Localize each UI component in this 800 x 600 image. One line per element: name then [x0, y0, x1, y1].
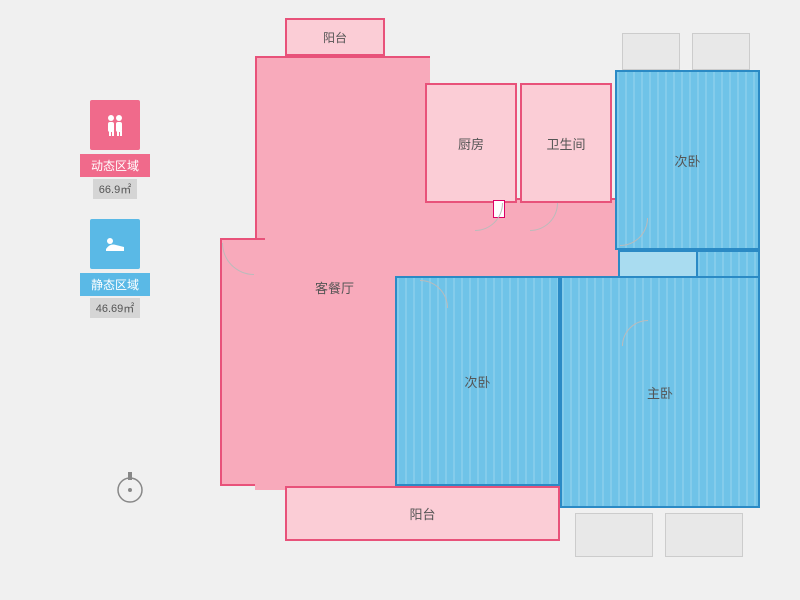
legend-static-label: 静态区域 [80, 273, 150, 296]
window-top-1 [622, 33, 680, 70]
room-master: 主卧 [560, 276, 760, 508]
rest-icon [90, 219, 140, 269]
legend-dynamic-value: 66.9㎡ [93, 179, 137, 199]
compass-icon [115, 470, 145, 500]
room-bath1: 卫生间 [520, 83, 612, 203]
room-living-mid [425, 198, 620, 278]
legend-panel: 动态区域 66.9㎡ 静态区域 46.69㎡ [80, 100, 150, 338]
room-living-ext [220, 238, 265, 486]
room-label: 阳台 [323, 29, 347, 46]
people-icon [90, 100, 140, 150]
room-balcony-top: 阳台 [285, 18, 385, 56]
room-label: 阳台 [409, 504, 435, 523]
room-balcony-bottom: 阳台 [285, 486, 560, 541]
floorplan: 阳台 客餐厅 厨房 卫生间 次卧 卫生间 次卧 主卧 阳台 [220, 18, 780, 578]
legend-dynamic-label: 动态区域 [80, 154, 150, 177]
legend-static: 静态区域 46.69㎡ [80, 219, 150, 318]
room-label: 次卧 [464, 372, 490, 391]
room-living-label: 客餐厅 [315, 278, 354, 297]
legend-static-value: 46.69㎡ [90, 298, 141, 318]
legend-dynamic: 动态区域 66.9㎡ [80, 100, 150, 199]
window-bottom-1 [575, 513, 653, 557]
room-label: 次卧 [674, 151, 700, 170]
room-label: 主卧 [647, 383, 673, 402]
room-label: 厨房 [458, 134, 484, 153]
window-bottom-2 [665, 513, 743, 557]
room-label: 卫生间 [546, 134, 585, 153]
room-kitchen: 厨房 [425, 83, 517, 203]
window-top-2 [692, 33, 750, 70]
